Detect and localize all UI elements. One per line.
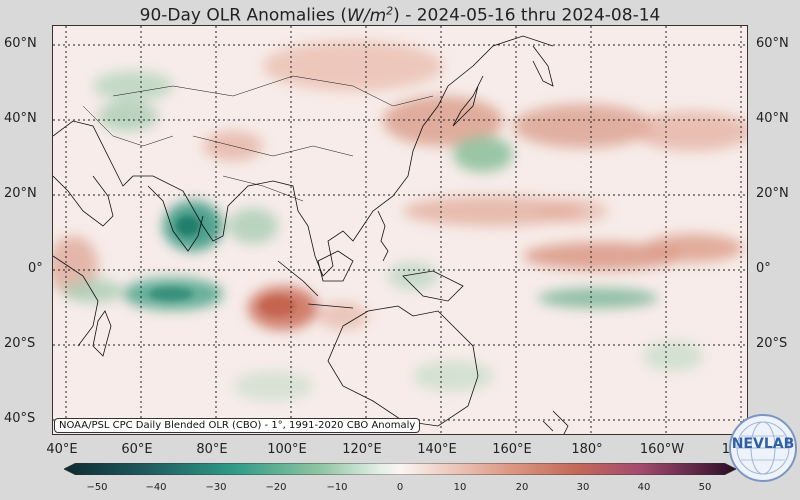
title-unit: W/m xyxy=(347,5,387,26)
lat-label-right-40n: 40°N xyxy=(756,111,789,126)
olr-anomaly-map xyxy=(52,25,748,435)
anomaly-cores xyxy=(149,216,296,316)
colorbar-tick-50: 50 xyxy=(698,482,712,493)
title-suffix: ) - 2024-05-16 thru 2024-08-14 xyxy=(393,5,661,26)
anomaly-shading xyxy=(53,41,747,401)
lat-label-left-20s: 20°S xyxy=(4,336,36,351)
lat-label-right-eq: 0° xyxy=(756,261,771,276)
colorbar-tick-m30: −30 xyxy=(205,482,227,493)
colorbar-tick-10: 10 xyxy=(453,482,467,493)
colorbar-tick-m50: −50 xyxy=(86,482,108,493)
lon-label-160e: 160°E xyxy=(492,442,532,457)
colorbar-tick-30: 30 xyxy=(576,482,590,493)
colorbar-tick-0: 0 xyxy=(396,482,404,493)
lon-label-100e: 100°E xyxy=(267,442,307,457)
map-title: 90-Day OLR Anomalies (W/m2) - 2024-05-16… xyxy=(0,0,800,26)
title-prefix: 90-Day OLR Anomalies ( xyxy=(139,5,348,26)
data-credit: NOAA/PSL CPC Daily Blended OLR (CBO) - 1… xyxy=(54,418,421,433)
lon-label-60e: 60°E xyxy=(121,442,153,457)
lon-label-40e: 40°E xyxy=(46,442,78,457)
colorbar-tick-20: 20 xyxy=(515,482,529,493)
colorbar-tick-m10: −10 xyxy=(326,482,348,493)
graticule xyxy=(53,26,747,434)
lon-label-160w: 160°W xyxy=(639,442,685,457)
lon-label-120e: 120°E xyxy=(342,442,382,457)
lat-label-left-20n: 20°N xyxy=(4,186,37,201)
lon-label-140e: 140°E xyxy=(417,442,457,457)
lat-label-left-40s: 40°S xyxy=(4,411,36,426)
lat-label-right-20n: 20°N xyxy=(756,186,789,201)
lon-label-180: 180° xyxy=(571,442,603,457)
lat-label-left-60n: 60°N xyxy=(4,36,37,51)
coastlines xyxy=(53,35,569,434)
lat-label-left-40n: 40°N xyxy=(4,111,37,126)
globe-icon xyxy=(736,421,790,475)
title-unit-exp: 2 xyxy=(386,4,394,17)
lat-label-right-20s: 20°S xyxy=(756,336,788,351)
logo-text: NEVLAB xyxy=(731,436,795,452)
colorbar-tick-40: 40 xyxy=(637,482,651,493)
colorbar-tick-m40: −40 xyxy=(145,482,167,493)
colorbar xyxy=(64,463,736,475)
colorbar-tick-m20: −20 xyxy=(265,482,287,493)
map-canvas xyxy=(53,26,747,434)
lat-label-right-60n: 60°N xyxy=(756,36,789,51)
nevlab-logo: NEVLAB xyxy=(729,414,797,482)
lat-label-left-eq: 0° xyxy=(28,261,43,276)
lon-label-80e: 80°E xyxy=(196,442,228,457)
